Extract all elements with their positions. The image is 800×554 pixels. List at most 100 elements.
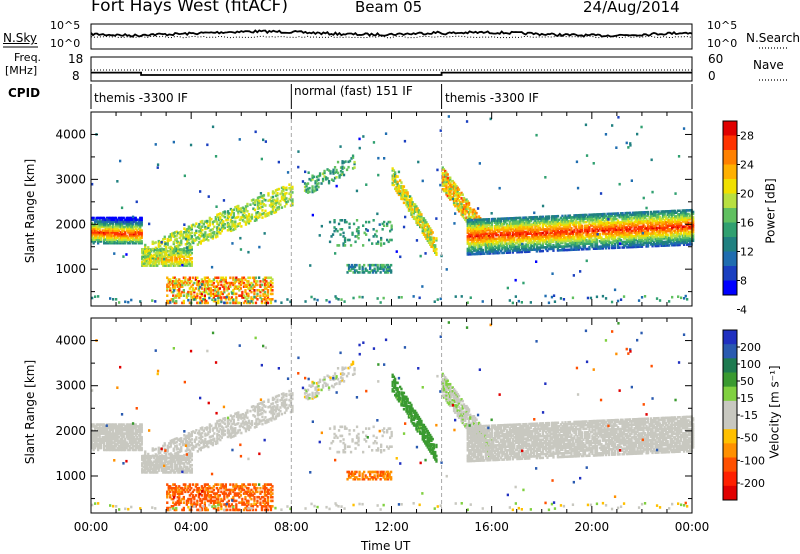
echo-cell [661,242,665,246]
echo-cell [519,225,522,229]
echo-cell [144,243,147,247]
echo-cell [661,237,665,240]
echo-cell [236,287,239,290]
echo-cell [311,190,314,194]
echo-cell [462,205,466,209]
echo-cell [481,248,484,252]
echo-cell [657,215,660,219]
echo-cell [166,287,169,290]
echo-cell [160,262,163,266]
echo-cell [424,230,427,233]
echo-cell [201,239,204,243]
echo-cell [241,210,245,213]
echo-cell [283,194,287,197]
echo-cell [137,232,140,236]
echo-cell [681,234,684,238]
echo-cell [489,248,492,252]
echo-cell [429,236,432,239]
echo-cell [121,238,124,241]
echo-cell [660,228,663,231]
echo-cell [427,225,431,228]
echo-cell [583,246,587,249]
echo-cell [580,230,584,233]
echo-cell [532,217,535,221]
echo-cell [134,241,137,245]
echo-cell [561,218,564,221]
echo-cell [265,212,269,216]
echo-cell [144,259,147,263]
echo-cell [531,241,534,244]
echo-cell [603,245,606,248]
echo-cell [171,246,174,250]
echo-cell [655,210,659,214]
echo-cell [145,259,148,262]
echo-cell [274,210,278,214]
echo-cell [175,244,178,248]
echo-cell [92,229,95,232]
echo-cell [568,232,572,235]
echo-cell [174,253,177,257]
echo-cell [567,228,570,232]
echo-cell [686,219,689,223]
echo-cell [669,235,672,238]
echo-cell [634,218,638,222]
echo-cell [687,227,690,230]
echo-cell [159,241,162,244]
echo-cell [229,227,232,231]
echo-cell [246,202,249,206]
echo-cell [218,294,221,297]
echo-cell [247,296,250,299]
echo-cell [166,283,169,287]
echo-cell [189,232,192,235]
echo-cell [624,213,627,217]
echo-cell [544,237,548,240]
echo-cell [689,209,692,212]
echo-cell [98,229,101,232]
echo-cell [112,225,115,229]
echo-cell [522,236,525,239]
echo-cell [150,260,153,264]
echo-cell [486,218,489,221]
echo-cell [468,236,471,240]
echo-cell [561,230,564,234]
echo-cell [259,213,263,216]
echo-cell [526,227,529,230]
echo-cell [523,234,526,237]
echo-cell [215,280,218,283]
echo-cell [178,285,181,288]
echo-cell [510,224,513,227]
echo-cell [541,215,544,219]
echo-cell [655,215,659,219]
echo-cell [193,281,196,285]
echo-cell [180,239,183,243]
echo-cell [410,197,413,200]
echo-cell [580,224,584,228]
echo-cell [604,245,608,248]
echo-cell [358,267,361,271]
echo-cell [445,175,448,178]
echo-cell [535,244,538,248]
echo-cell [610,214,614,217]
echo-cell [261,216,264,219]
echo-cell [665,222,668,226]
echo-cell [595,243,599,247]
echo-cell [567,216,570,219]
echo-cell [216,226,219,229]
echo-cell [475,218,478,222]
echo-cell [692,212,695,216]
echo-cell [496,233,499,237]
echo-cell [544,238,548,242]
echo-cell [200,301,203,305]
echo-cell [556,240,560,243]
echo-cell [311,188,314,192]
echo-cell [666,226,669,229]
echo-cell [648,221,651,225]
echo-cell [537,237,540,240]
echo-cell [517,245,520,248]
echo-cell [582,242,585,246]
echo-cell [184,235,187,239]
echo-cell [107,229,110,232]
echo-cell [147,256,150,260]
echo-cell [268,276,271,280]
echo-cell [98,232,101,236]
